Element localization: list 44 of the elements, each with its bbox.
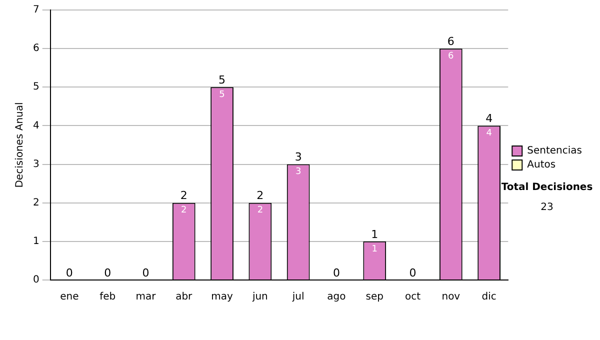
x-tick-label: dic bbox=[482, 292, 496, 303]
total-label: 2 bbox=[180, 189, 188, 202]
total-label: 2 bbox=[256, 189, 264, 202]
x-tick-label: ene bbox=[60, 292, 79, 303]
data-label: 2 bbox=[181, 206, 187, 216]
text: 23 bbox=[540, 202, 554, 213]
y-tick-label: 6 bbox=[32, 43, 40, 54]
total-label: 0 bbox=[142, 266, 150, 280]
y-axis-title: Decisiones Anual bbox=[14, 102, 26, 188]
annotation: Total Decisiones bbox=[500, 182, 594, 193]
y-tick-label: 4 bbox=[32, 120, 40, 132]
data-label: 3 bbox=[295, 167, 302, 178]
data-label: 1 bbox=[372, 244, 378, 254]
legend-label: Sentencias bbox=[527, 146, 582, 157]
total-label: 3 bbox=[294, 150, 302, 164]
legend-label: Autos bbox=[527, 160, 556, 171]
x-tick-label: ago bbox=[327, 292, 346, 303]
y-tick-label: 3 bbox=[32, 158, 40, 170]
x-tick-label: sep bbox=[366, 292, 384, 303]
y-tick-label: 1 bbox=[32, 236, 40, 248]
total-label: 0 bbox=[66, 266, 73, 280]
x-tick-label: nov bbox=[442, 292, 460, 303]
x-tick-label: feb bbox=[100, 292, 116, 303]
total-label: 5 bbox=[218, 74, 226, 86]
y-tick-label: 5 bbox=[32, 82, 40, 93]
x-tick-label: abr bbox=[176, 292, 194, 303]
total-label: 4 bbox=[486, 112, 493, 126]
total-label: 0 bbox=[409, 266, 416, 280]
y-tick-label: 0 bbox=[32, 274, 40, 286]
y-tick-label: 7 bbox=[32, 4, 40, 16]
total-label: 1 bbox=[371, 228, 378, 241]
x-tick-label: may bbox=[211, 292, 233, 303]
x-tick-label: jun bbox=[251, 292, 268, 303]
x-tick-label: oct bbox=[404, 292, 421, 303]
total-label: 0 bbox=[332, 266, 340, 280]
x-tick-label: mar bbox=[136, 292, 157, 303]
data-label: 2 bbox=[257, 206, 264, 216]
data-label: 5 bbox=[219, 90, 225, 100]
x-tick-label: jul bbox=[291, 292, 304, 303]
total-label: 6 bbox=[447, 34, 454, 48]
data-label: 6 bbox=[448, 51, 454, 62]
data-label: 4 bbox=[486, 128, 492, 139]
total-label: 0 bbox=[104, 266, 112, 280]
y-tick-label: 2 bbox=[32, 197, 40, 208]
